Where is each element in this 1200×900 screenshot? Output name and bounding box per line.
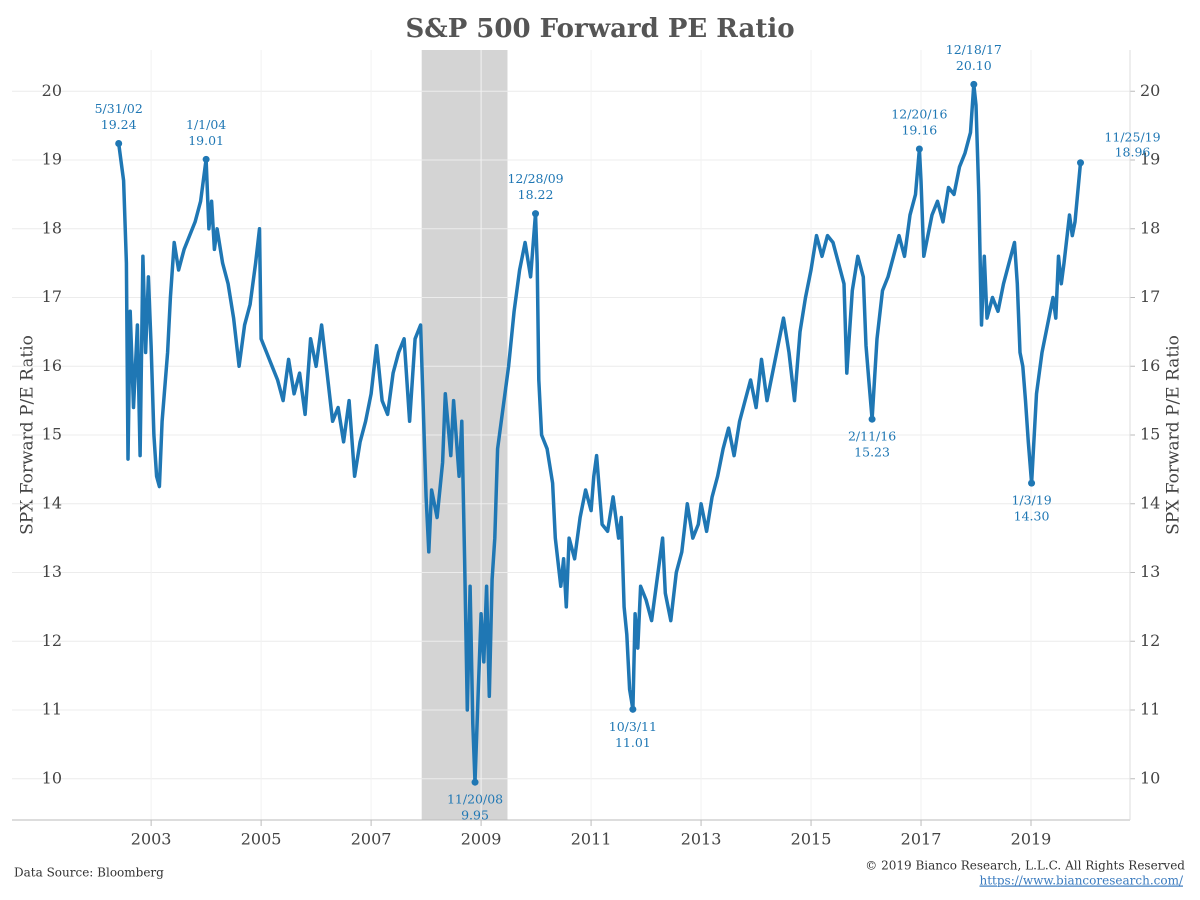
annotation-point — [1028, 479, 1036, 487]
annotation-value: 18.22 — [518, 187, 554, 202]
annotation-date: 10/3/11 — [609, 719, 657, 734]
annotation-value: 19.24 — [101, 117, 137, 132]
x-tick-label: 2013 — [681, 830, 722, 849]
y2-tick-label: 12 — [1140, 631, 1160, 650]
annotation-value: 9.95 — [461, 808, 489, 823]
y-tick-label: 12 — [42, 631, 62, 650]
y2-tick-label: 11 — [1140, 700, 1160, 719]
y-tick-label: 16 — [42, 356, 62, 375]
y2-tick-label: 10 — [1140, 768, 1160, 787]
y2-axis-label: SPX Forward P/E Ratio — [1164, 335, 1184, 535]
data-line — [116, 82, 1083, 784]
y-tick-label: 15 — [42, 425, 62, 444]
y-tick-label: 13 — [42, 562, 62, 581]
annotation-point — [629, 705, 637, 713]
annotation-point — [970, 80, 978, 88]
y2-tick-label: 14 — [1140, 493, 1160, 512]
x-tick-label: 2019 — [1011, 830, 1052, 849]
source-note: Data Source: Bloomberg — [14, 866, 164, 880]
annotation-date: 12/18/17 — [946, 42, 1002, 57]
annotation-value: 15.23 — [854, 445, 890, 460]
annotation-point — [1077, 159, 1085, 167]
annotation-value: 19.16 — [901, 123, 937, 138]
annotation-point — [915, 145, 923, 153]
y2-tick-label: 15 — [1140, 425, 1160, 444]
annotation-value: 20.10 — [956, 58, 992, 73]
y-tick-label: 20 — [42, 81, 62, 100]
x-tick-label: 2003 — [131, 830, 172, 849]
x-tick-label: 2017 — [901, 830, 942, 849]
y-tick-label: 18 — [42, 218, 62, 237]
annotation-date: 2/11/16 — [848, 429, 896, 444]
annotation-date: 5/31/02 — [95, 101, 143, 116]
annotation-value: 14.30 — [1014, 509, 1050, 524]
y2-tick-label: 19 — [1140, 150, 1160, 169]
x-tick-label: 2007 — [351, 830, 392, 849]
annotation-point — [471, 778, 479, 786]
annotation-date: 12/28/09 — [507, 171, 563, 186]
y-tick-label: 14 — [42, 493, 62, 512]
y2-tick-label: 17 — [1140, 287, 1160, 306]
x-tick-label: 2005 — [241, 830, 282, 849]
annotation-point — [532, 210, 540, 218]
chart-title: S&P 500 Forward PE Ratio — [405, 14, 794, 44]
annotation-point — [868, 415, 876, 423]
y-tick-label: 19 — [42, 150, 62, 169]
annotation-date: 1/1/04 — [186, 117, 226, 132]
y2-tick-label: 16 — [1140, 356, 1160, 375]
annotation-date: 11/25/19 — [1104, 129, 1160, 144]
copyright: © 2019 Bianco Research, L.L.C. All Right… — [865, 859, 1185, 873]
y2-tick-label: 20 — [1140, 81, 1160, 100]
y-tick-label: 11 — [42, 700, 62, 719]
annotation-value: 19.01 — [188, 133, 224, 148]
y-tick-label: 17 — [42, 287, 62, 306]
annotation-value: 11.01 — [615, 735, 651, 750]
source-link[interactable]: https://www.biancoresearch.com/ — [979, 874, 1183, 888]
annotation-point — [115, 140, 123, 147]
annotation-value: 18.96 — [1115, 144, 1151, 159]
x-tick-label: 2009 — [461, 830, 502, 849]
annotation-date: 11/20/08 — [447, 792, 503, 807]
y2-tick-label: 13 — [1140, 562, 1160, 581]
y-tick-label: 10 — [42, 768, 62, 787]
x-tick-label: 2015 — [791, 830, 832, 849]
y2-tick-label: 18 — [1140, 218, 1160, 237]
annotation-date: 1/3/19 — [1011, 493, 1051, 508]
annotation-date: 12/20/16 — [891, 107, 947, 122]
annotation-point — [202, 155, 210, 163]
x-tick-label: 2011 — [571, 830, 612, 849]
